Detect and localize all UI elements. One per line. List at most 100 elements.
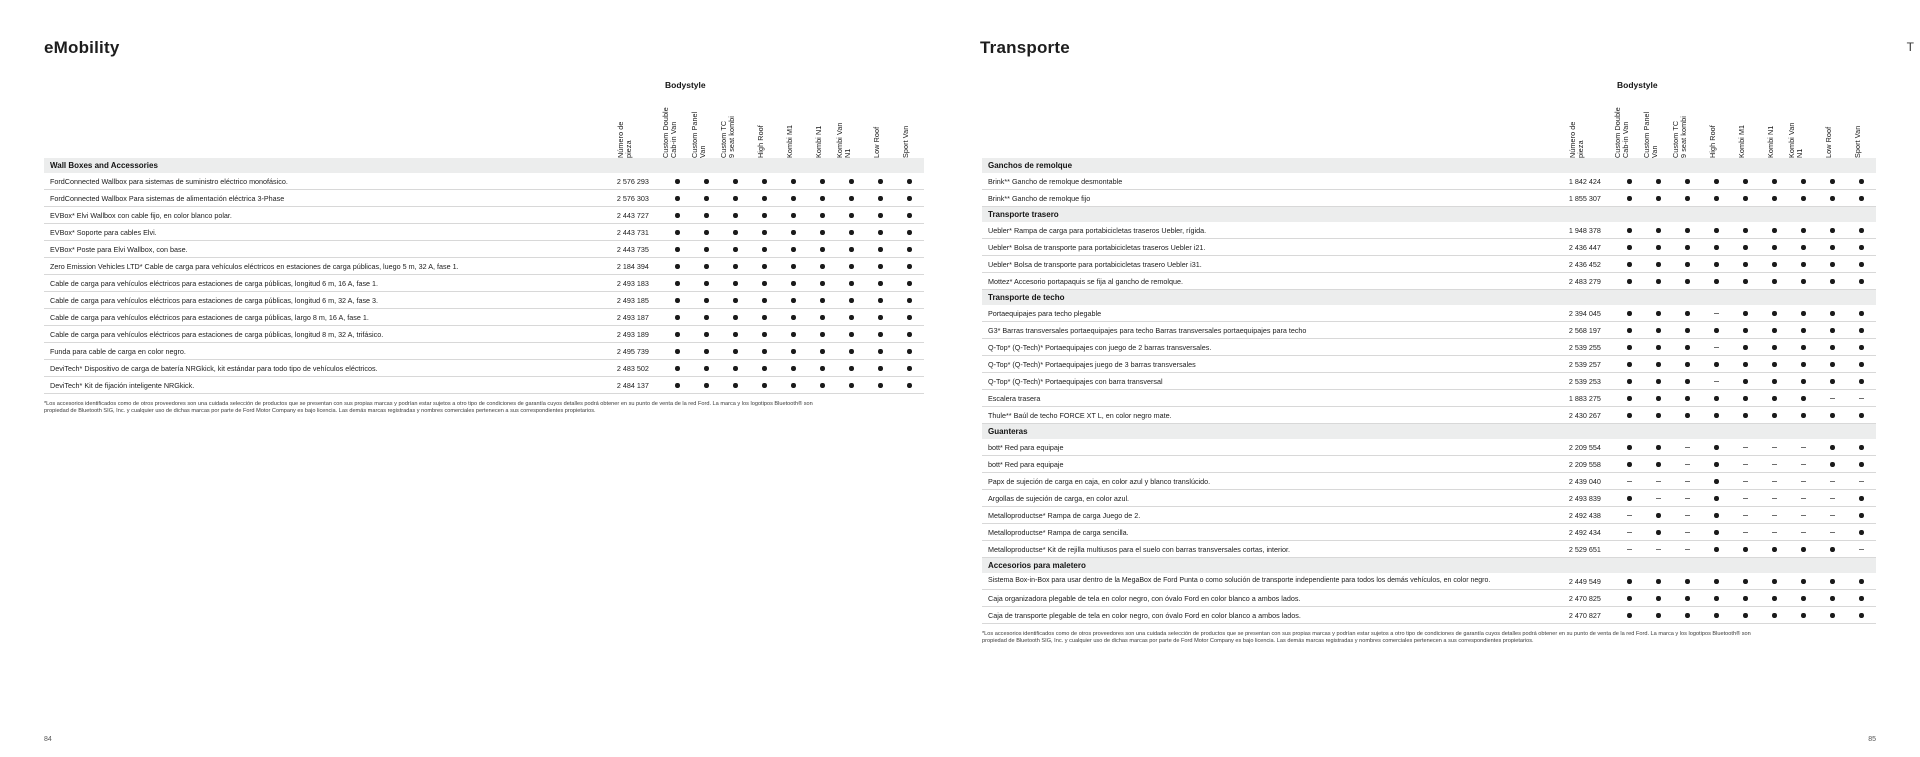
row-availability-cell (807, 308, 837, 326)
row-availability-cell (1614, 573, 1644, 590)
availability-dot (1801, 228, 1806, 233)
row-part-number: 2 439 040 (1554, 472, 1615, 490)
availability-dot (1830, 379, 1835, 384)
table-row: Cable de carga para vehículos eléctricos… (44, 291, 924, 309)
row-part-number: 2 209 558 (1554, 455, 1615, 473)
row-availability-cell (1730, 540, 1760, 558)
row-description: Caja de transporte plegable de tela en c… (982, 606, 1555, 624)
row-availability-cell (1701, 489, 1731, 507)
row-description: Brink** Gancho de remolque fijo (982, 189, 1555, 207)
row-availability-cell (1672, 589, 1702, 607)
availability-dot (820, 281, 825, 286)
availability-dash (1829, 515, 1835, 517)
row-availability-cell (1614, 355, 1644, 373)
availability-dash (1626, 481, 1632, 483)
availability-dot (1685, 613, 1690, 618)
row-description: Caja organizadora plegable de tela en co… (982, 589, 1555, 607)
row-availability-cell (1759, 389, 1789, 407)
row-description: Cable de carga para vehículos eléctricos… (44, 274, 603, 292)
availability-dot (704, 213, 709, 218)
availability-dot (1743, 396, 1748, 401)
header-part-number-label: Número de pieza (616, 121, 633, 158)
availability-dot (1685, 379, 1690, 384)
availability-dot (1830, 345, 1835, 350)
row-description: Metalloproductse* Rampa de carga Juego d… (982, 506, 1555, 524)
row-availability-cell (836, 257, 866, 275)
row-description: Metalloproductse* Rampa de carga sencill… (982, 523, 1555, 541)
availability-dash (1742, 498, 1748, 500)
row-availability-cell (807, 206, 837, 224)
header-col-label: Custom TC 9 seat kombi (718, 116, 736, 158)
availability-dot (1627, 328, 1632, 333)
header-col-3: High Roof (1702, 96, 1731, 158)
row-availability-cell (1759, 573, 1789, 590)
row-availability-cell (1701, 606, 1731, 624)
row-availability-cell (865, 206, 895, 224)
row-availability-cell (1701, 255, 1731, 273)
row-availability-cell (691, 189, 721, 207)
row-availability-cell (1788, 321, 1818, 339)
row-description: DeviTech* Kit de fijación inteligente NR… (44, 376, 603, 394)
footnote-right: *Los accesorios identificados como de ot… (982, 631, 1751, 645)
header-col-label: Custom Double Cab-in Van (660, 107, 678, 158)
row-availability-cell (720, 325, 750, 343)
row-availability-cell (1614, 173, 1644, 190)
availability-dot (849, 315, 854, 320)
availability-dot (1830, 579, 1835, 584)
row-availability-cell (1846, 540, 1876, 558)
availability-dash (1858, 481, 1864, 483)
row-availability-cell (1730, 222, 1760, 239)
availability-dot (1859, 345, 1864, 350)
table-row: G3* Barras transversales portaequipajes … (982, 321, 1876, 339)
availability-dash (1771, 447, 1777, 449)
availability-dot (878, 230, 883, 235)
row-availability-cell (778, 376, 808, 394)
availability-dot (1743, 345, 1748, 350)
section-header-row: Ganchos de remolque (982, 158, 1876, 173)
row-availability-cell (865, 308, 895, 326)
availability-dash (1684, 464, 1690, 466)
row-description: Uebler* Rampa de carga para portabicicle… (982, 222, 1555, 239)
row-description: FordConnected Wallbox para sistemas de s… (44, 173, 603, 190)
row-description: Argollas de sujeción de carga, en color … (982, 489, 1555, 507)
availability-dot (1772, 547, 1777, 552)
row-availability-cell (865, 376, 895, 394)
row-availability-cell (1730, 606, 1760, 624)
availability-dot (762, 213, 767, 218)
header-part-number: Número de pieza (603, 96, 663, 158)
availability-dot (878, 332, 883, 337)
row-availability-cell (691, 173, 721, 190)
row-availability-cell (1730, 589, 1760, 607)
row-availability-cell (1672, 389, 1702, 407)
section-title: Transporte trasero (982, 206, 1876, 222)
row-availability-cell (720, 359, 750, 377)
availability-dot (820, 179, 825, 184)
availability-dot (1859, 379, 1864, 384)
availability-dot (791, 230, 796, 235)
row-part-number: 2 495 739 (602, 342, 663, 360)
availability-dot (1656, 530, 1661, 535)
row-availability-cell (894, 308, 924, 326)
row-availability-cell (1701, 272, 1731, 290)
header-col-1: Custom Panel Van (689, 96, 721, 158)
row-availability-cell (778, 173, 808, 190)
row-description: Funda para cable de carga en color negro… (44, 342, 603, 360)
availability-dot (762, 315, 767, 320)
row-availability-cell (1701, 472, 1731, 490)
row-availability-cell (1701, 173, 1731, 190)
header-col-label: Custom Panel Van (689, 111, 707, 158)
row-availability-cell (1614, 389, 1644, 407)
row-availability-cell (807, 274, 837, 292)
availability-dot (1743, 279, 1748, 284)
availability-dot (849, 366, 854, 371)
availability-dot (820, 332, 825, 337)
row-availability-cell (807, 173, 837, 190)
row-availability-cell (1614, 255, 1644, 273)
row-availability-cell (1730, 321, 1760, 339)
row-part-number: 2 492 434 (1554, 523, 1615, 541)
availability-dot (1685, 345, 1690, 350)
transporte-table: Ganchos de remolque Brink** Gancho de rem… (982, 158, 1876, 624)
availability-dot (1714, 530, 1719, 535)
row-part-number: 2 470 827 (1554, 606, 1615, 624)
header-col-label: Kombi M1 (784, 124, 794, 158)
